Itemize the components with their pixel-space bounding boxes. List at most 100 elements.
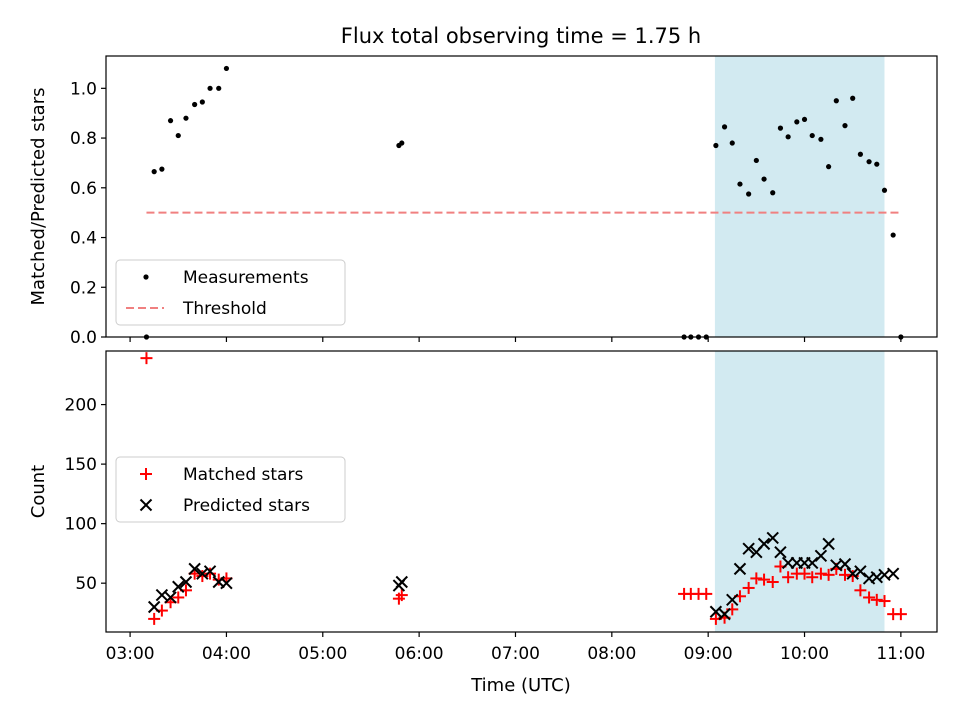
measurements-point-36 <box>866 159 872 165</box>
predicted-stars-point-25-b <box>814 549 828 563</box>
predicted-stars-point-3 <box>172 580 185 593</box>
predicted-stars-point-18-b <box>757 537 771 551</box>
matched-stars-point-8 <box>204 567 217 580</box>
matched-stars-point-23 <box>758 573 771 586</box>
legend-frame <box>115 456 346 523</box>
measurements-point-38 <box>881 187 888 193</box>
measurements-point-28 <box>801 116 808 123</box>
y-tick-label: 0.6 <box>70 179 97 199</box>
predicted-stars-point-28 <box>838 557 852 571</box>
predicted-stars-point-12 <box>709 605 723 618</box>
measurements-point-30 <box>818 136 824 142</box>
predicted-stars-point-15-b <box>733 562 747 576</box>
predicted-stars-point-16 <box>742 542 755 555</box>
predicted-stars-point-25 <box>814 549 828 563</box>
predicted-stars-point-34-b <box>886 567 900 580</box>
y-tick-label: 100 <box>65 515 97 535</box>
measurements-point-10 <box>223 65 230 72</box>
matched-stars-point-26 <box>782 571 795 584</box>
measurements-point-7 <box>199 99 205 105</box>
predicted-stars-series <box>147 531 900 621</box>
predicted-stars-point-19 <box>766 531 779 545</box>
predicted-stars-point-32-b <box>870 571 883 584</box>
predicted-stars-point-29 <box>846 567 859 580</box>
predicted-stars-point-4-b <box>179 575 193 589</box>
predicted-stars-point-1 <box>155 588 169 602</box>
chart-title: Flux total observing time = 1.75 h <box>341 24 701 48</box>
measurements-point-9 <box>216 85 222 91</box>
measurements-point-27 <box>794 119 800 125</box>
predicted-stars-point-1-b <box>155 588 169 602</box>
measurements-point-19 <box>729 140 735 146</box>
x-tick-label: 07:00 <box>491 644 540 664</box>
predicted-stars-point-13-b <box>718 607 731 621</box>
predicted-stars-point-26 <box>822 537 835 551</box>
legend-threshold-label: Threshold <box>182 299 267 319</box>
highlight-span <box>714 56 885 337</box>
predicted-stars-point-9 <box>220 576 233 590</box>
matched-stars-point-35 <box>854 584 867 597</box>
matched-stars-point-0 <box>140 352 153 365</box>
matched-stars-point-16 <box>700 587 713 600</box>
legend-predicted-stars-label: Predicted stars <box>183 496 310 516</box>
measurements-point-12 <box>399 140 405 146</box>
axes-frame <box>105 55 938 338</box>
y-tick-label: 0.0 <box>70 328 97 348</box>
legend-matched-stars-label: Matched stars <box>183 465 303 485</box>
matched-stars-point-28 <box>798 567 811 580</box>
x-axis-label: Time (UTC) <box>470 675 571 696</box>
legend-predicted-stars-swatch <box>139 498 153 512</box>
predicted-stars-point-7 <box>203 565 217 578</box>
predicted-stars-point-24-b <box>806 556 819 570</box>
predicted-stars-point-33-b <box>878 568 891 582</box>
predicted-stars-point-3-b <box>172 580 185 593</box>
legend-measurements-label: Measurements <box>183 268 309 288</box>
predicted-stars-point-20-b <box>774 546 787 559</box>
predicted-stars-point-27-b <box>830 559 843 572</box>
predicted-stars-point-12-b <box>709 605 723 618</box>
predicted-stars-point-11-b <box>395 575 408 589</box>
matched-stars-point-31 <box>822 568 835 581</box>
predicted-stars-point-16-b <box>742 542 755 555</box>
legend-measurements-swatch <box>143 274 149 280</box>
measurements-point-25 <box>777 125 784 131</box>
x-tick-label: 08:00 <box>587 644 636 664</box>
y-tick-label: 1.0 <box>70 79 97 99</box>
legend-matched-stars-swatch <box>140 468 152 480</box>
predicted-stars-point-14 <box>726 593 739 607</box>
y-axis-label: Matched/Predicted stars <box>28 88 49 306</box>
matched-stars-point-24 <box>766 575 779 588</box>
predicted-stars-point-26-b <box>822 537 835 551</box>
measurements-point-5 <box>183 115 189 121</box>
y-axis-label: Count <box>28 465 49 518</box>
predicted-stars-point-18 <box>757 537 771 551</box>
predicted-stars-point-2-b <box>164 591 177 604</box>
measurements-point-35 <box>857 151 864 157</box>
predicted-stars-point-30-b <box>854 565 867 578</box>
x-tick-label: 10:00 <box>780 644 829 664</box>
y-tick-label: 0.2 <box>70 278 97 298</box>
measurements-point-37 <box>874 161 880 167</box>
matched-stars-point-33 <box>838 568 851 581</box>
predicted-stars-point-7-b <box>203 565 217 578</box>
legend-frame <box>115 259 346 326</box>
matched-stars-point-12 <box>395 589 408 602</box>
measurements-point-34 <box>850 95 856 101</box>
measurements-point-22 <box>753 157 759 164</box>
measurements-point-1 <box>151 169 157 175</box>
predicted-stars-point-30 <box>854 565 867 578</box>
predicted-stars-point-0 <box>147 600 161 614</box>
legend: Matched stars Predicted stars <box>115 456 346 523</box>
measurements-point-23 <box>761 176 767 182</box>
measurements-point-29 <box>809 132 815 139</box>
predicted-stars-point-34 <box>886 567 900 580</box>
measurements-point-8 <box>207 85 213 91</box>
matched-stars-point-1 <box>148 612 161 625</box>
y-tick-label: 0.8 <box>70 129 97 149</box>
measurements-point-20 <box>737 181 743 187</box>
axes-frame <box>105 350 938 633</box>
measurements-series <box>143 65 904 340</box>
matched-stars-point-37 <box>870 593 883 606</box>
measurements-point-3 <box>167 118 174 124</box>
counts-panel: 50 100 150 200 03:00 04:00 05:00 06:00 07:00 08:0… <box>28 350 938 664</box>
